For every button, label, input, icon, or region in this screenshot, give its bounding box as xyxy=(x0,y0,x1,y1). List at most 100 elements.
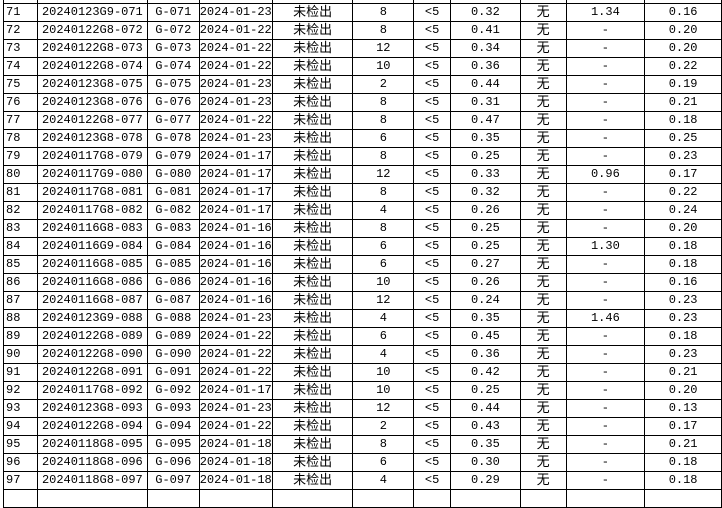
cell-sample-id[interactable]: 20240123G8-075 xyxy=(36,75,148,94)
cell-final-value[interactable]: 0.17 xyxy=(644,165,722,184)
cell-limit-value[interactable]: <5 xyxy=(413,417,452,436)
cell-final-value[interactable]: 0.19 xyxy=(644,75,722,94)
cell-row-index[interactable]: 90 xyxy=(3,345,38,364)
table-cell[interactable] xyxy=(352,489,415,508)
cell-row-index[interactable]: 78 xyxy=(3,129,38,148)
cell-limit-value[interactable]: <5 xyxy=(413,129,452,148)
cell-row-index[interactable]: 76 xyxy=(3,93,38,112)
cell-detection-result[interactable]: 未检出 xyxy=(271,291,354,310)
cell-sample-date[interactable]: 2024-01-16 xyxy=(198,291,273,310)
cell-limit-value[interactable]: <5 xyxy=(413,273,452,292)
cell-detection-result[interactable]: 未检出 xyxy=(271,201,354,220)
cell-measure-value[interactable]: 0.25 xyxy=(450,147,521,166)
cell-detection-result[interactable]: 未检出 xyxy=(271,381,354,400)
cell-sample-code[interactable]: G-077 xyxy=(146,111,200,130)
cell-sample-id[interactable]: 20240123G8-078 xyxy=(36,129,148,148)
cell-extra-value[interactable]: - xyxy=(565,435,646,454)
cell-row-index[interactable]: 88 xyxy=(3,309,38,328)
cell-extra-value[interactable]: 1.46 xyxy=(565,309,646,328)
cell-sample-id[interactable]: 20240122G8-077 xyxy=(36,111,148,130)
cell-sample-date[interactable]: 2024-01-18 xyxy=(198,471,273,490)
cell-extra-value[interactable]: - xyxy=(565,201,646,220)
cell-sample-code[interactable]: G-092 xyxy=(146,381,200,400)
cell-final-value[interactable]: 0.18 xyxy=(644,327,722,346)
cell-detection-result[interactable]: 未检出 xyxy=(271,21,354,40)
cell-measure-value[interactable]: 0.44 xyxy=(450,75,521,94)
cell-sample-date[interactable]: 2024-01-23 xyxy=(198,399,273,418)
cell-final-value[interactable]: 0.22 xyxy=(644,57,722,76)
cell-sample-date[interactable]: 2024-01-22 xyxy=(198,417,273,436)
cell-measure-value[interactable]: 0.35 xyxy=(450,435,521,454)
cell-detection-result[interactable]: 未检出 xyxy=(271,93,354,112)
cell-sample-code[interactable]: G-081 xyxy=(146,183,200,202)
cell-count-value[interactable]: 6 xyxy=(352,129,415,148)
cell-sample-code[interactable]: G-071 xyxy=(146,3,200,22)
cell-limit-value[interactable]: <5 xyxy=(413,291,452,310)
cell-presence-value[interactable]: 无 xyxy=(519,237,567,256)
cell-presence-value[interactable]: 无 xyxy=(519,3,567,22)
cell-extra-value[interactable]: - xyxy=(565,21,646,40)
cell-count-value[interactable]: 12 xyxy=(352,39,415,58)
cell-extra-value[interactable]: - xyxy=(565,471,646,490)
cell-row-index[interactable]: 94 xyxy=(3,417,38,436)
cell-detection-result[interactable]: 未检出 xyxy=(271,399,354,418)
cell-sample-id[interactable]: 20240122G8-074 xyxy=(36,57,148,76)
cell-extra-value[interactable]: - xyxy=(565,219,646,238)
cell-row-index[interactable]: 97 xyxy=(3,471,38,490)
cell-extra-value[interactable]: 1.34 xyxy=(565,3,646,22)
cell-sample-id[interactable]: 20240122G8-072 xyxy=(36,21,148,40)
cell-measure-value[interactable]: 0.31 xyxy=(450,93,521,112)
cell-sample-id[interactable]: 20240116G9-084 xyxy=(36,237,148,256)
cell-extra-value[interactable]: 0.96 xyxy=(565,165,646,184)
cell-sample-date[interactable]: 2024-01-16 xyxy=(198,237,273,256)
cell-count-value[interactable]: 8 xyxy=(352,435,415,454)
cell-sample-code[interactable]: G-094 xyxy=(146,417,200,436)
cell-measure-value[interactable]: 0.45 xyxy=(450,327,521,346)
cell-sample-date[interactable]: 2024-01-22 xyxy=(198,345,273,364)
cell-sample-code[interactable]: G-074 xyxy=(146,57,200,76)
cell-row-index[interactable]: 92 xyxy=(3,381,38,400)
cell-detection-result[interactable]: 未检出 xyxy=(271,183,354,202)
cell-count-value[interactable]: 8 xyxy=(352,219,415,238)
cell-sample-code[interactable]: G-095 xyxy=(146,435,200,454)
cell-count-value[interactable]: 4 xyxy=(352,345,415,364)
cell-sample-code[interactable]: G-084 xyxy=(146,237,200,256)
cell-sample-date[interactable]: 2024-01-22 xyxy=(198,21,273,40)
cell-extra-value[interactable]: - xyxy=(565,363,646,382)
cell-measure-value[interactable]: 0.26 xyxy=(450,201,521,220)
cell-limit-value[interactable]: <5 xyxy=(413,21,452,40)
cell-presence-value[interactable]: 无 xyxy=(519,183,567,202)
cell-row-index[interactable]: 81 xyxy=(3,183,38,202)
cell-sample-date[interactable]: 2024-01-18 xyxy=(198,453,273,472)
cell-sample-date[interactable]: 2024-01-17 xyxy=(198,381,273,400)
cell-sample-code[interactable]: G-079 xyxy=(146,147,200,166)
cell-sample-id[interactable]: 20240118G8-097 xyxy=(36,471,148,490)
cell-sample-code[interactable]: G-090 xyxy=(146,345,200,364)
cell-measure-value[interactable]: 0.42 xyxy=(450,363,521,382)
cell-row-index[interactable]: 73 xyxy=(3,39,38,58)
cell-presence-value[interactable]: 无 xyxy=(519,39,567,58)
cell-limit-value[interactable]: <5 xyxy=(413,255,452,274)
cell-detection-result[interactable]: 未检出 xyxy=(271,435,354,454)
table-cell[interactable] xyxy=(3,489,38,508)
cell-extra-value[interactable]: - xyxy=(565,327,646,346)
cell-limit-value[interactable]: <5 xyxy=(413,39,452,58)
cell-sample-code[interactable]: G-073 xyxy=(146,39,200,58)
cell-limit-value[interactable]: <5 xyxy=(413,327,452,346)
cell-limit-value[interactable]: <5 xyxy=(413,381,452,400)
cell-presence-value[interactable]: 无 xyxy=(519,201,567,220)
cell-measure-value[interactable]: 0.29 xyxy=(450,471,521,490)
cell-final-value[interactable]: 0.21 xyxy=(644,93,722,112)
table-cell[interactable] xyxy=(565,489,646,508)
cell-row-index[interactable]: 91 xyxy=(3,363,38,382)
cell-presence-value[interactable]: 无 xyxy=(519,147,567,166)
cell-limit-value[interactable]: <5 xyxy=(413,345,452,364)
cell-limit-value[interactable]: <5 xyxy=(413,75,452,94)
cell-extra-value[interactable]: - xyxy=(565,255,646,274)
cell-row-index[interactable]: 77 xyxy=(3,111,38,130)
cell-final-value[interactable]: 0.18 xyxy=(644,111,722,130)
cell-limit-value[interactable]: <5 xyxy=(413,399,452,418)
cell-extra-value[interactable]: - xyxy=(565,93,646,112)
cell-sample-date[interactable]: 2024-01-16 xyxy=(198,219,273,238)
cell-sample-date[interactable]: 2024-01-17 xyxy=(198,183,273,202)
